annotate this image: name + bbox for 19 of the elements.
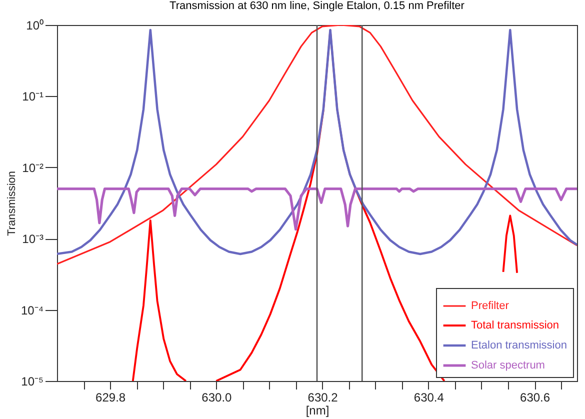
legend-label: Solar spectrum — [471, 360, 545, 372]
y-tick-label: 10⁻⁵ — [21, 374, 44, 388]
x-tick-label: 630.6 — [520, 390, 550, 404]
x-tick-label: 629.8 — [96, 390, 126, 404]
x-tick-label: 630.0 — [202, 390, 232, 404]
y-tick-label: 10⁰ — [26, 18, 44, 32]
x-tick-label: 630.2 — [308, 390, 338, 404]
y-tick-label: 10⁻² — [22, 160, 44, 175]
x-tick-label: 630.4 — [414, 390, 444, 404]
chart-title: Transmission at 630 nm line, Single Etalon, 0.15 nm Prefilter — [170, 0, 465, 12]
legend-label: Total transmission — [471, 320, 560, 332]
x-axis-title: [nm] — [306, 404, 330, 418]
y-tick-label: 10⁻⁴ — [20, 303, 44, 318]
line-series — [57, 188, 577, 231]
y-tick-label: 10⁻³ — [22, 232, 44, 246]
y-axis-title: Transmission — [6, 171, 18, 236]
y-tick-label: 10⁻¹ — [22, 90, 44, 104]
legend-label: Etalon transmission — [471, 340, 567, 352]
legend-label: Prefilter — [471, 300, 510, 312]
